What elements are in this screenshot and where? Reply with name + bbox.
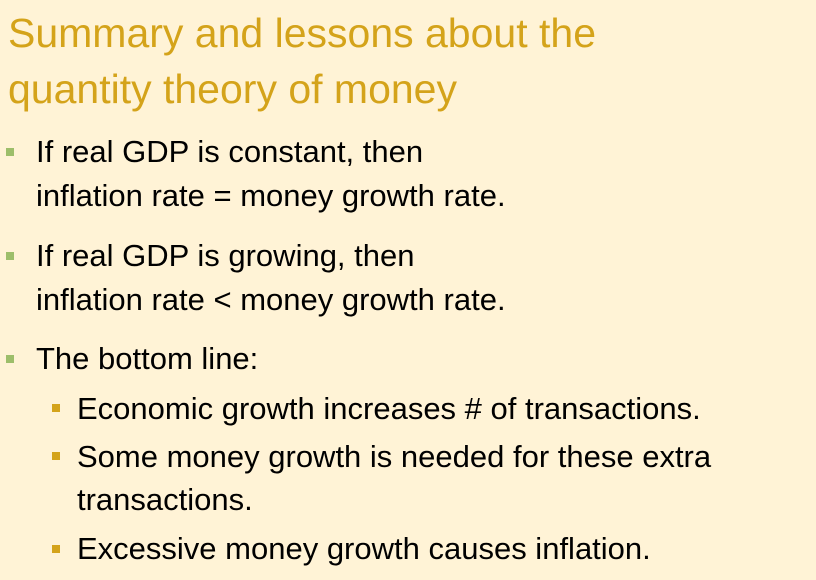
square-bullet-icon: [52, 452, 60, 460]
sub-bullet-line-1: Some money growth is needed for these ex…: [77, 439, 712, 474]
square-bullet-icon: [52, 404, 60, 412]
sub-bullet-line-1: Excessive money growth causes inflation.: [77, 531, 651, 566]
sub-bullet-line-1: Economic growth increases # of transacti…: [77, 391, 701, 426]
bullet-line-1: If real GDP is growing, then: [36, 238, 415, 273]
title-line-1: Summary and lessons about the: [8, 10, 596, 56]
bullet-line-1: The bottom line:: [36, 341, 259, 376]
square-bullet-icon: [6, 148, 14, 156]
square-bullet-icon: [6, 355, 14, 363]
sub-bullet-line-2: transactions.: [77, 482, 253, 517]
square-bullet-icon: [6, 252, 14, 260]
bullet-line-2: inflation rate = money growth rate.: [36, 178, 506, 213]
title-line-2: quantity theory of money: [8, 66, 457, 112]
slide-title: Summary and lessons about the quantity t…: [8, 5, 808, 117]
bullet-line-2: inflation rate < money growth rate.: [36, 282, 506, 317]
bullet-line-1: If real GDP is constant, then: [36, 134, 424, 169]
square-bullet-icon: [52, 545, 60, 553]
